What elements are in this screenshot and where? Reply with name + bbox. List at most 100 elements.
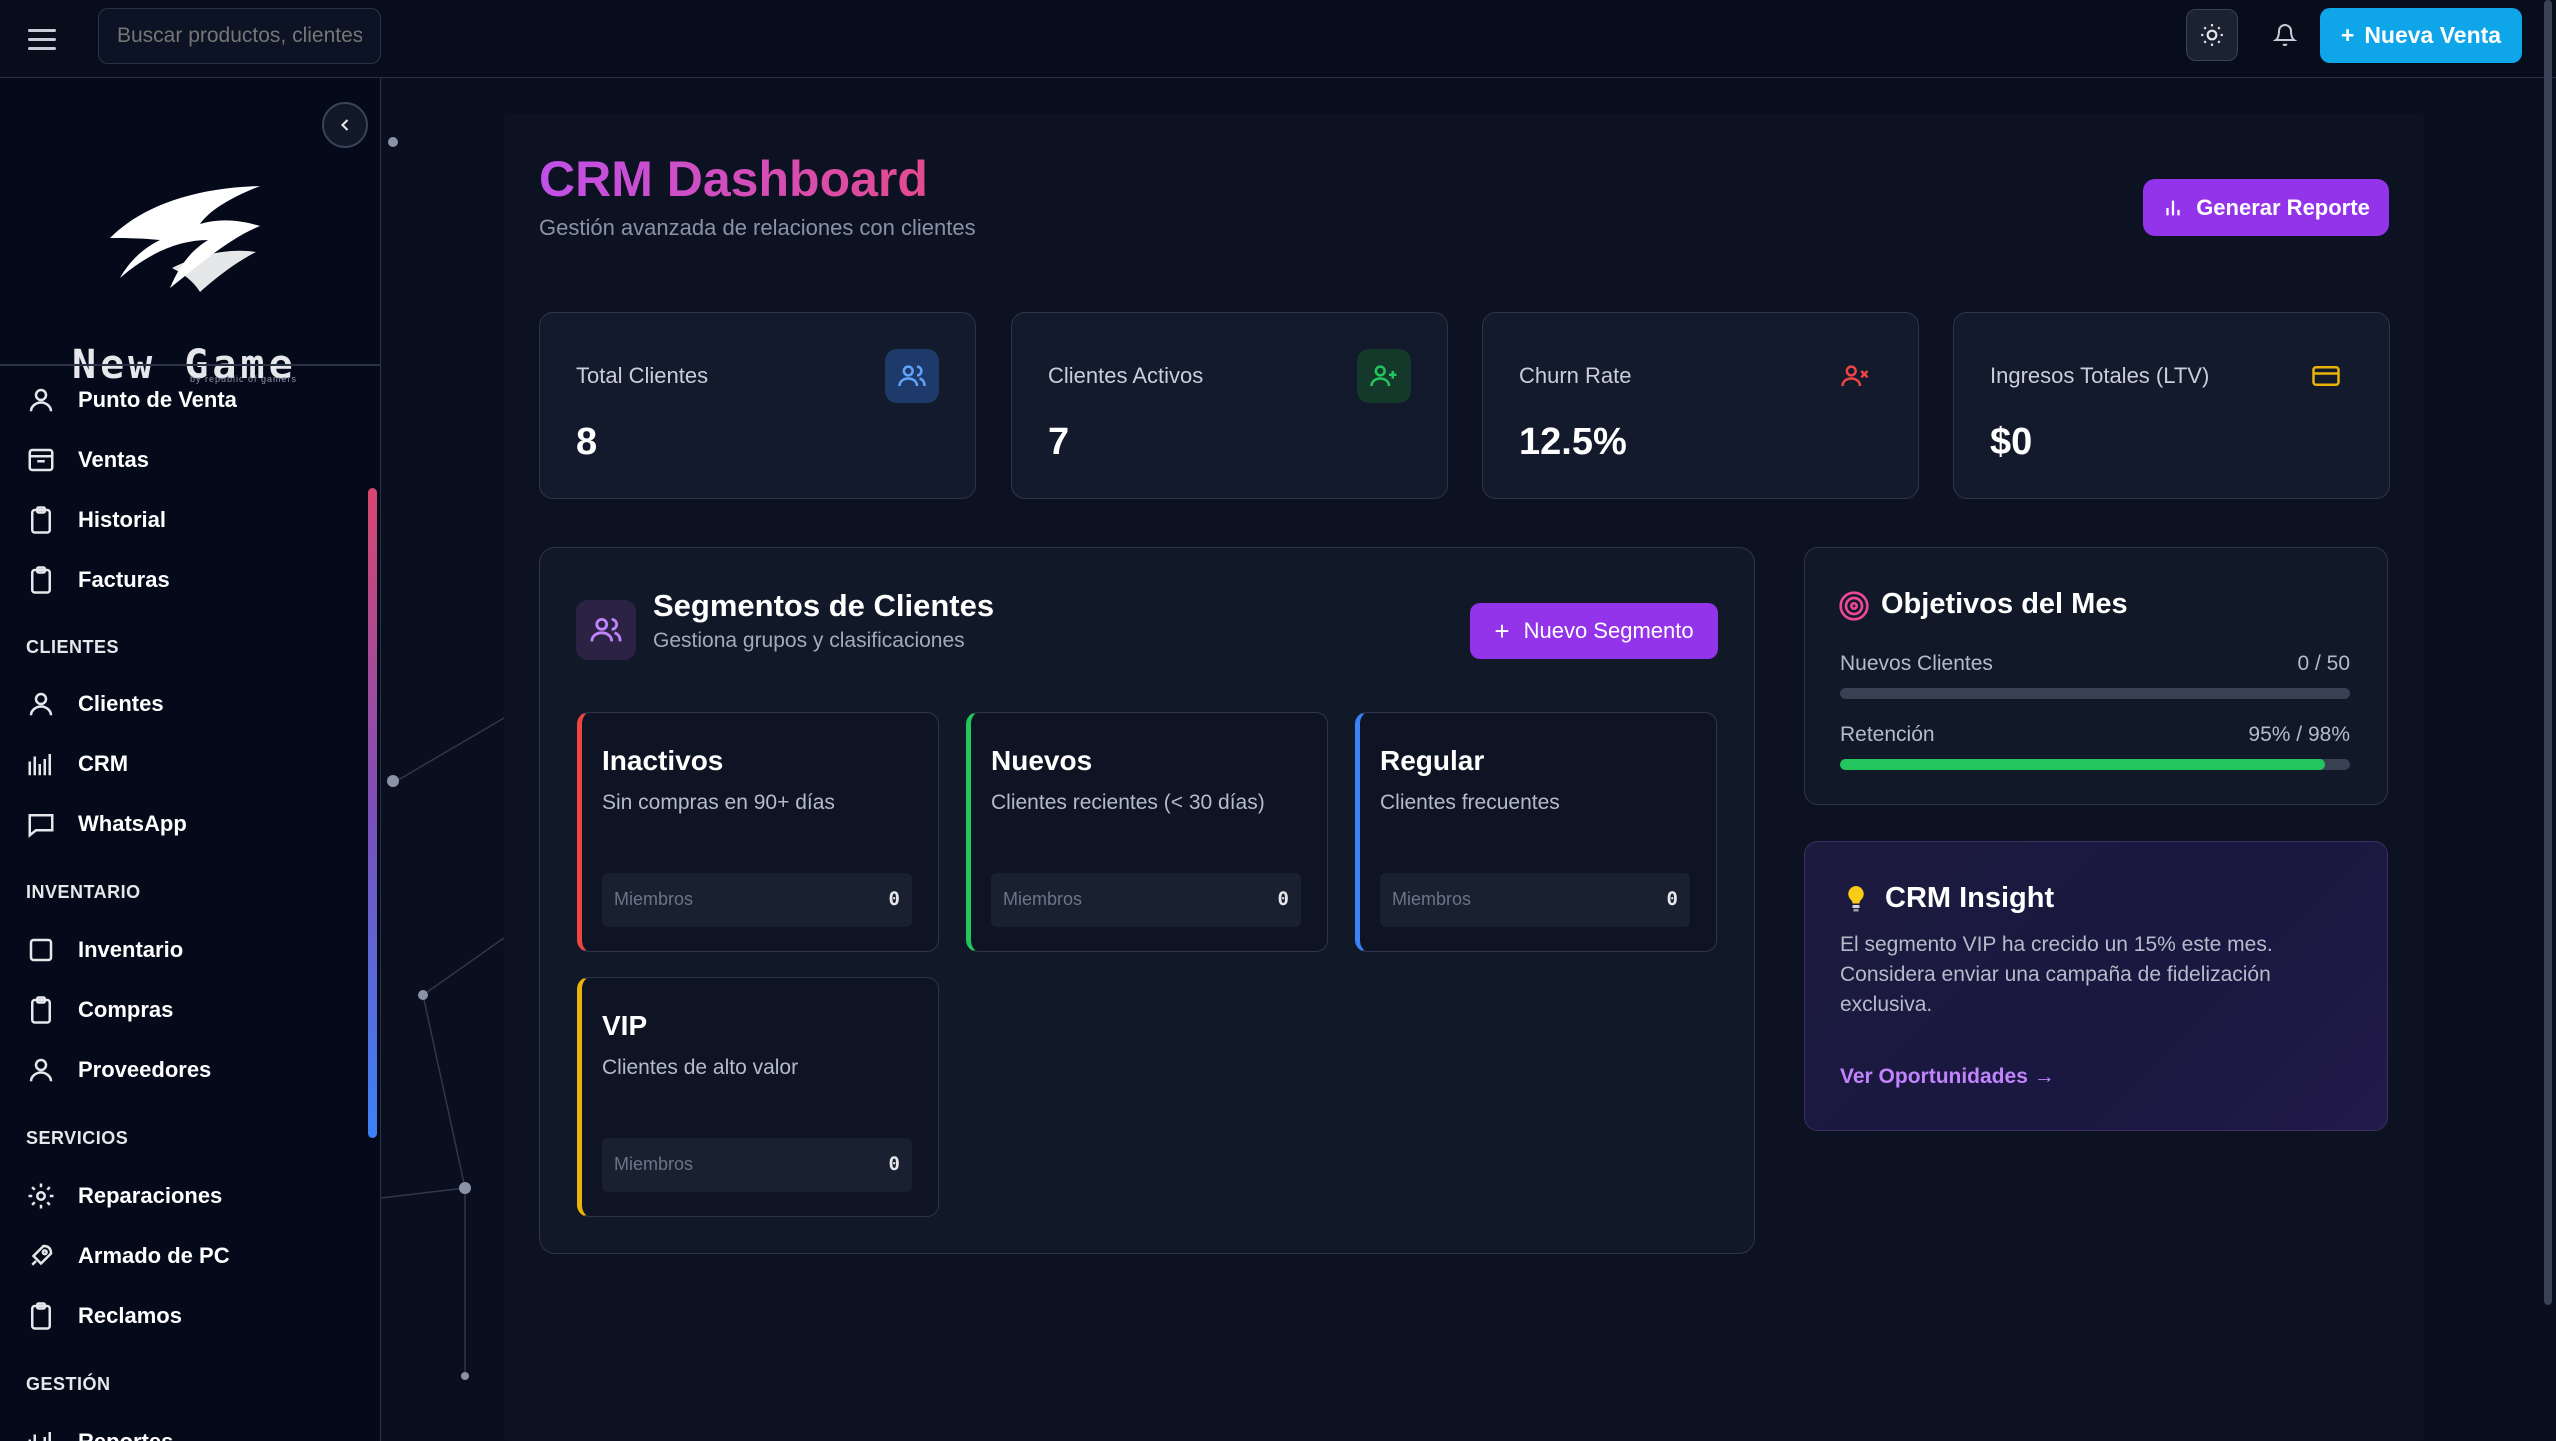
goal-value: 0 / 50 [2297, 652, 2350, 675]
sidebar-item-clientes[interactable]: Clientes [26, 684, 164, 724]
sidebar-item-label: Facturas [78, 567, 170, 592]
goal-label: Nuevos Clientes [1840, 652, 1993, 675]
sidebar-item-reclamos[interactable]: Reclamos [26, 1296, 182, 1336]
segment-name: Nuevos [991, 745, 1093, 776]
sidebar-item-whatsapp[interactable]: WhatsApp [26, 804, 187, 844]
sidebar-item-inventario[interactable]: Inventario [26, 930, 183, 970]
segment-description: Sin compras en 90+ días [602, 791, 835, 814]
segment-members: Miembros 0 [602, 873, 912, 927]
sidebar-item-label: Armado de PC [78, 1243, 230, 1268]
members-label: Miembros [1003, 889, 1083, 909]
target-icon [1839, 591, 1869, 621]
bar-chart-icon [28, 754, 51, 776]
generate-report-label: Generar Reporte [2196, 194, 2370, 220]
segment-name: Regular [1380, 745, 1485, 776]
theme-toggle-button[interactable] [2186, 9, 2238, 61]
section-servicios: SERVICIOS [26, 1128, 129, 1148]
message-icon [28, 814, 54, 838]
stat-label: Churn Rate [1519, 363, 1632, 388]
sidebar-item-label: CRM [78, 751, 129, 776]
segment-card-nuevos[interactable]: Nuevos Clientes recientes (< 30 días) Mi… [966, 712, 1328, 952]
sidebar-item-crm[interactable]: CRM [26, 744, 128, 784]
segment-members: Miembros 0 [602, 1138, 912, 1192]
members-label: Miembros [1392, 889, 1472, 909]
search-input[interactable] [98, 8, 381, 64]
top-bar: + Nueva Venta [0, 0, 2556, 78]
sidebar-item-proveedores[interactable]: Proveedores [26, 1050, 211, 1090]
page-title: CRM Dashboard [539, 151, 928, 207]
bar-chart-icon [28, 1432, 51, 1441]
segment-card-regular[interactable]: Regular Clientes frecuentes Miembros 0 [1355, 712, 1717, 952]
notifications-button[interactable] [2262, 12, 2308, 58]
members-label: Miembros [614, 1154, 694, 1174]
page-scrollbar[interactable] [2544, 0, 2552, 1305]
stat-value: 7 [1048, 421, 1070, 463]
gear-icon [28, 1183, 54, 1209]
new-sale-label: Nueva Venta [2364, 22, 2502, 48]
sidebar-item-reportes[interactable]: Reportes [26, 1422, 173, 1441]
new-segment-button[interactable]: + Nuevo Segmento [1470, 603, 1718, 659]
brand-tagline: by republic of gamers [190, 374, 298, 384]
sidebar-scrollbar[interactable] [368, 488, 377, 1138]
members-count: 0 [888, 888, 900, 910]
members-count: 0 [1666, 888, 1678, 910]
sidebar-item-label: WhatsApp [78, 811, 187, 836]
rocket-icon [31, 1244, 53, 1266]
clipboard-icon [31, 566, 51, 594]
stat-label: Total Clientes [576, 363, 709, 388]
network-background [381, 137, 504, 1380]
sidebar-item-facturas[interactable]: Facturas [26, 560, 170, 600]
collapse-sidebar-button[interactable] [322, 102, 368, 148]
segment-members: Miembros 0 [991, 873, 1301, 927]
hamburger-menu-icon[interactable] [28, 22, 68, 56]
sidebar-item-compras[interactable]: Compras [26, 990, 173, 1030]
new-sale-button[interactable]: + Nueva Venta [2320, 8, 2522, 63]
sidebar-item-punto-de-venta[interactable]: Punto de Venta [26, 380, 237, 420]
sun-icon [2201, 24, 2223, 46]
stat-label: Ingresos Totales (LTV) [1990, 363, 2210, 388]
clipboard-icon [31, 506, 51, 534]
stat-card-ingresos-totales: Ingresos Totales (LTV) $0 [1953, 312, 2390, 499]
sidebar-item-ventas[interactable]: Ventas [26, 440, 149, 480]
stat-value: $0 [1990, 421, 2033, 463]
lightbulb-icon [1844, 884, 1868, 921]
segment-members: Miembros 0 [1380, 873, 1690, 927]
user-icon [29, 1058, 53, 1082]
sidebar-item-label: Ventas [78, 447, 149, 472]
chevron-left-icon [341, 119, 349, 131]
segment-card-vip[interactable]: VIP Clientes de alto valor Miembros 0 [577, 977, 939, 1217]
goals-title: Objetivos del Mes [1881, 588, 2128, 620]
sidebar-item-label: Clientes [78, 691, 164, 716]
section-inventario: INVENTARIO [26, 882, 141, 902]
sidebar-item-reparaciones[interactable]: Reparaciones [26, 1176, 222, 1216]
insight-text: El segmento VIP ha crecido un 15% este m… [1840, 933, 2273, 1016]
goal-progress-fill [1840, 759, 2325, 770]
stat-value: 12.5% [1519, 421, 1627, 463]
bar-chart-icon [2166, 200, 2180, 215]
generate-report-button[interactable]: Generar Reporte [2143, 179, 2389, 236]
stat-card-clientes-activos: Clientes Activos 7 [1011, 312, 1448, 499]
sidebar: New Game by republic of gamers Punto de … [0, 78, 381, 1441]
section-gestion: GESTIÓN [26, 1374, 111, 1394]
segment-card-inactivos[interactable]: Inactivos Sin compras en 90+ días Miembr… [577, 712, 939, 952]
plus-icon: + [1494, 615, 1510, 646]
goal-label: Retención [1840, 723, 1935, 746]
plus-icon: + [2340, 22, 2355, 48]
segments-title: Segmentos de Clientes [653, 588, 995, 623]
sidebar-item-label: Compras [78, 997, 174, 1022]
users-icon [885, 349, 939, 403]
members-label: Miembros [614, 889, 694, 909]
sidebar-item-label: Punto de Venta [78, 387, 237, 412]
sidebar-item-label: Proveedores [78, 1057, 212, 1082]
page-subtitle: Gestión avanzada de relaciones con clien… [539, 215, 976, 240]
sidebar-item-label: Inventario [78, 937, 184, 962]
users-icon [576, 600, 636, 660]
view-opportunities-link[interactable]: Ver Oportunidades → [1840, 1065, 2055, 1088]
members-count: 0 [888, 1153, 900, 1175]
sidebar-item-historial[interactable]: Historial [26, 500, 166, 540]
segments-subtitle: Gestiona grupos y clasificaciones [653, 629, 965, 652]
credit-card-icon [2299, 349, 2353, 403]
user-icon [29, 692, 53, 716]
sidebar-item-armado-de-pc[interactable]: Armado de PC [26, 1236, 230, 1276]
segment-name: VIP [602, 1010, 648, 1041]
